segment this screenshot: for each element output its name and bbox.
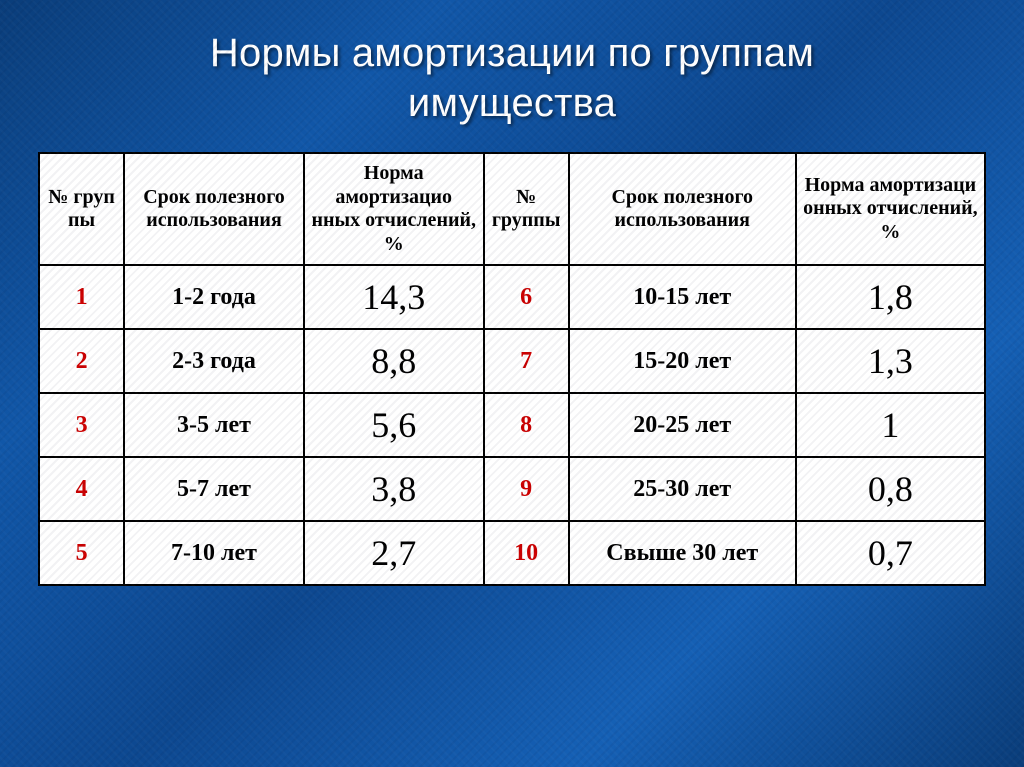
col-header-rate-left: Норма амортизацио нных отчислений, % [304, 153, 484, 265]
slide-title: Нормы амортизации по группам имущества [0, 0, 1024, 152]
rate-cell: 1 [796, 393, 985, 457]
rate-cell: 2,7 [304, 521, 484, 585]
col-header-term-right: Срок полезного использования [569, 153, 796, 265]
rate-cell: 5,6 [304, 393, 484, 457]
term-cell: 1-2 года [124, 265, 304, 329]
group-number-cell: 1 [39, 265, 124, 329]
col-header-rate-right: Норма амортизаци онных отчислений, % [796, 153, 985, 265]
rate-cell: 0,7 [796, 521, 985, 585]
table-row: 4 5-7 лет 3,8 9 25-30 лет 0,8 [39, 457, 985, 521]
amortization-table: № груп пы Срок полезного использования Н… [38, 152, 986, 586]
group-number-cell: 7 [484, 329, 569, 393]
group-number-cell: 2 [39, 329, 124, 393]
table-header-row: № груп пы Срок полезного использования Н… [39, 153, 985, 265]
term-cell: 7-10 лет [124, 521, 304, 585]
term-cell: Свыше 30 лет [569, 521, 796, 585]
table-container: № груп пы Срок полезного использования Н… [0, 152, 1024, 586]
col-header-group-right: № группы [484, 153, 569, 265]
table-row: 1 1-2 года 14,3 6 10-15 лет 1,8 [39, 265, 985, 329]
term-cell: 25-30 лет [569, 457, 796, 521]
term-cell: 10-15 лет [569, 265, 796, 329]
group-number-cell: 5 [39, 521, 124, 585]
term-cell: 2-3 года [124, 329, 304, 393]
table-row: 3 3-5 лет 5,6 8 20-25 лет 1 [39, 393, 985, 457]
group-number-cell: 9 [484, 457, 569, 521]
group-number-cell: 8 [484, 393, 569, 457]
term-cell: 20-25 лет [569, 393, 796, 457]
rate-cell: 1,8 [796, 265, 985, 329]
rate-cell: 1,3 [796, 329, 985, 393]
rate-cell: 3,8 [304, 457, 484, 521]
title-line-2: имущества [408, 81, 616, 125]
table-row: 5 7-10 лет 2,7 10 Свыше 30 лет 0,7 [39, 521, 985, 585]
group-number-cell: 3 [39, 393, 124, 457]
rate-cell: 14,3 [304, 265, 484, 329]
col-header-term-left: Срок полезного использования [124, 153, 304, 265]
title-line-1: Нормы амортизации по группам [210, 31, 814, 75]
group-number-cell: 6 [484, 265, 569, 329]
rate-cell: 0,8 [796, 457, 985, 521]
group-number-cell: 4 [39, 457, 124, 521]
term-cell: 5-7 лет [124, 457, 304, 521]
rate-cell: 8,8 [304, 329, 484, 393]
term-cell: 15-20 лет [569, 329, 796, 393]
table-row: 2 2-3 года 8,8 7 15-20 лет 1,3 [39, 329, 985, 393]
term-cell: 3-5 лет [124, 393, 304, 457]
col-header-group-left: № груп пы [39, 153, 124, 265]
group-number-cell: 10 [484, 521, 569, 585]
